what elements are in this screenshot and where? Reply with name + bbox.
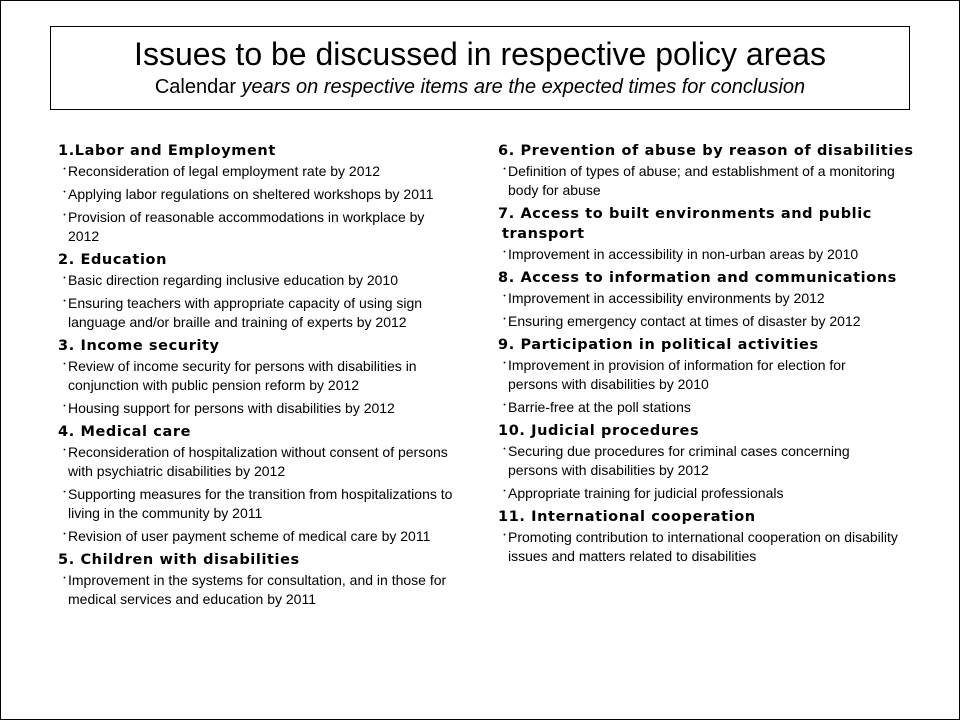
section-medical-care: 4. Medical care ・ Reconsideration of hosp… [58,422,458,546]
section-heading: 3. Income security [58,338,220,354]
bullet-icon: ・ [60,359,70,369]
section-labor-employment: 1.Labor and Employment ・ Reconsideration … [58,141,458,246]
list-item: ・ Provision of reasonable accommodations … [58,208,458,246]
list-item-text: Ensuring emergency contact at times of d… [508,313,861,329]
list-item: ・ Barrie-free at the poll stations [498,398,898,417]
subtitle-italic: years on respective items are the expect… [241,76,806,98]
list-item: ・ Securing due procedures for criminal ca… [498,442,898,480]
list-item-text: Provision of reasonable accommodations i… [68,209,425,244]
section-heading: 9. Participation in political activities [498,337,819,353]
bullet-icon: ・ [60,210,70,220]
bullet-icon: ・ [500,530,510,540]
bullet-icon: ・ [60,401,70,411]
list-item: ・ Housing support for persons with disabi… [58,399,458,418]
bullet-icon: ・ [500,291,510,301]
section-built-environments: 7. Access to built environments and publ… [498,204,898,264]
list-item: ・ Reconsideration of hospitalization with… [58,443,458,481]
list-item: ・ Review of income security for persons w… [58,357,458,395]
list-item: ・ Reconsideration of legal employment rat… [58,162,458,181]
list-item-text: Reconsideration of hospitalization witho… [68,444,448,479]
slide-title: Issues to be discussed in respective pol… [134,36,826,72]
section-heading: 2. Education [58,252,168,268]
list-item: ・ Applying labor regulations on sheltered… [58,185,458,204]
bullet-icon: ・ [500,358,510,368]
list-item: ・ Improvement in the systems for consulta… [58,571,458,609]
bullet-icon: ・ [60,296,70,306]
slide-subtitle: Calendar years on respective items are t… [51,75,909,99]
list-item: ・ Improvement in accessibility environmen… [498,289,898,308]
section-heading: 11. International cooperation [498,509,756,525]
list-item-text: Review of income security for persons wi… [68,358,417,393]
section-heading-line2: transport [502,226,585,242]
section-heading: 7. Access to built environments and publ… [498,204,898,244]
section-heading: 5. Children with disabilities [58,552,300,568]
list-item: ・ Supporting measures for the transition … [58,485,458,523]
list-item-text: Basic direction regarding inclusive educ… [68,272,398,288]
list-item: ・ Ensuring emergency contact at times of … [498,312,898,331]
bullet-icon: ・ [60,164,70,174]
list-item-text: Improvement in accessibility environment… [508,290,825,306]
section-income-security: 3. Income security ・ Review of income sec… [58,336,458,418]
bullet-icon: ・ [500,164,510,174]
right-column: 6. Prevention of abuse by reason of disa… [498,138,914,570]
list-item-text: Ensuring teachers with appropriate capac… [68,295,423,330]
bullet-icon: ・ [60,187,70,197]
list-item-text: Housing support for persons with disabil… [68,400,395,416]
section-heading: 6. Prevention of abuse by reason of disa… [498,143,914,159]
list-item-text: Appropriate training for judicial profes… [508,485,784,501]
bullet-icon: ・ [60,573,70,583]
list-item-text: Improvement in the systems for consultat… [68,572,447,607]
section-heading-line1: 7. Access to built environments and publ… [498,206,873,222]
list-item-text: Promoting contribution to international … [508,529,898,564]
left-column: 1.Labor and Employment ・ Reconsideration … [58,138,458,613]
title-box: Issues to be discussed in respective pol… [50,26,910,110]
bullet-icon: ・ [500,314,510,324]
subtitle-prefix: Calendar [154,76,242,98]
section-political-activities: 9. Participation in political activities… [498,335,898,417]
section-heading: 1.Labor and Employment [58,143,276,159]
list-item-text: Improvement in provision of information … [508,357,846,392]
list-item: ・ Improvement in provision of information… [498,356,898,394]
list-item: ・ Definition of types of abuse; and estab… [498,162,898,200]
section-international-cooperation: 11. International cooperation ・ Promoting… [498,507,898,566]
list-item-text: Securing due procedures for criminal cas… [508,443,850,478]
list-item-text: Barrie-free at the poll stations [508,399,691,415]
section-information-communications: 8. Access to information and communicati… [498,268,898,331]
list-item-text: Applying labor regulations on sheltered … [68,186,434,202]
list-item: ・ Basic direction regarding inclusive edu… [58,271,458,290]
list-item: ・ Improvement in accessibility in non-urb… [498,245,898,264]
list-item: ・ Appropriate training for judicial profe… [498,484,898,503]
section-heading: 10. Judicial procedures [498,423,700,439]
list-item: ・ Ensuring teachers with appropriate capa… [58,294,458,332]
section-children-disabilities: 5. Children with disabilities ・ Improveme… [58,550,458,609]
bullet-icon: ・ [500,247,510,257]
bullet-icon: ・ [500,444,510,454]
bullet-icon: ・ [500,486,510,496]
section-prevention-abuse: 6. Prevention of abuse by reason of disa… [498,141,914,200]
section-education: 2. Education ・ Basic direction regarding … [58,250,458,332]
section-heading: 8. Access to information and communicati… [498,270,897,286]
list-item-text: Reconsideration of legal employment rate… [68,163,381,179]
list-item-text: Improvement in accessibility in non-urba… [508,246,859,262]
bullet-icon: ・ [500,400,510,410]
section-heading: 4. Medical care [58,424,192,440]
list-item-text: Revision of user payment scheme of medic… [68,528,431,544]
list-item: ・ Revision of user payment scheme of medi… [58,527,458,546]
bullet-icon: ・ [60,273,70,283]
bullet-icon: ・ [60,529,70,539]
list-item-text: Supporting measures for the transition f… [68,486,453,521]
bullet-icon: ・ [60,487,70,497]
bullet-icon: ・ [60,445,70,455]
list-item: ・ Promoting contribution to international… [498,528,898,566]
list-item-text: Definition of types of abuse; and establ… [508,163,895,198]
section-judicial-procedures: 10. Judicial procedures ・ Securing due pr… [498,421,898,503]
